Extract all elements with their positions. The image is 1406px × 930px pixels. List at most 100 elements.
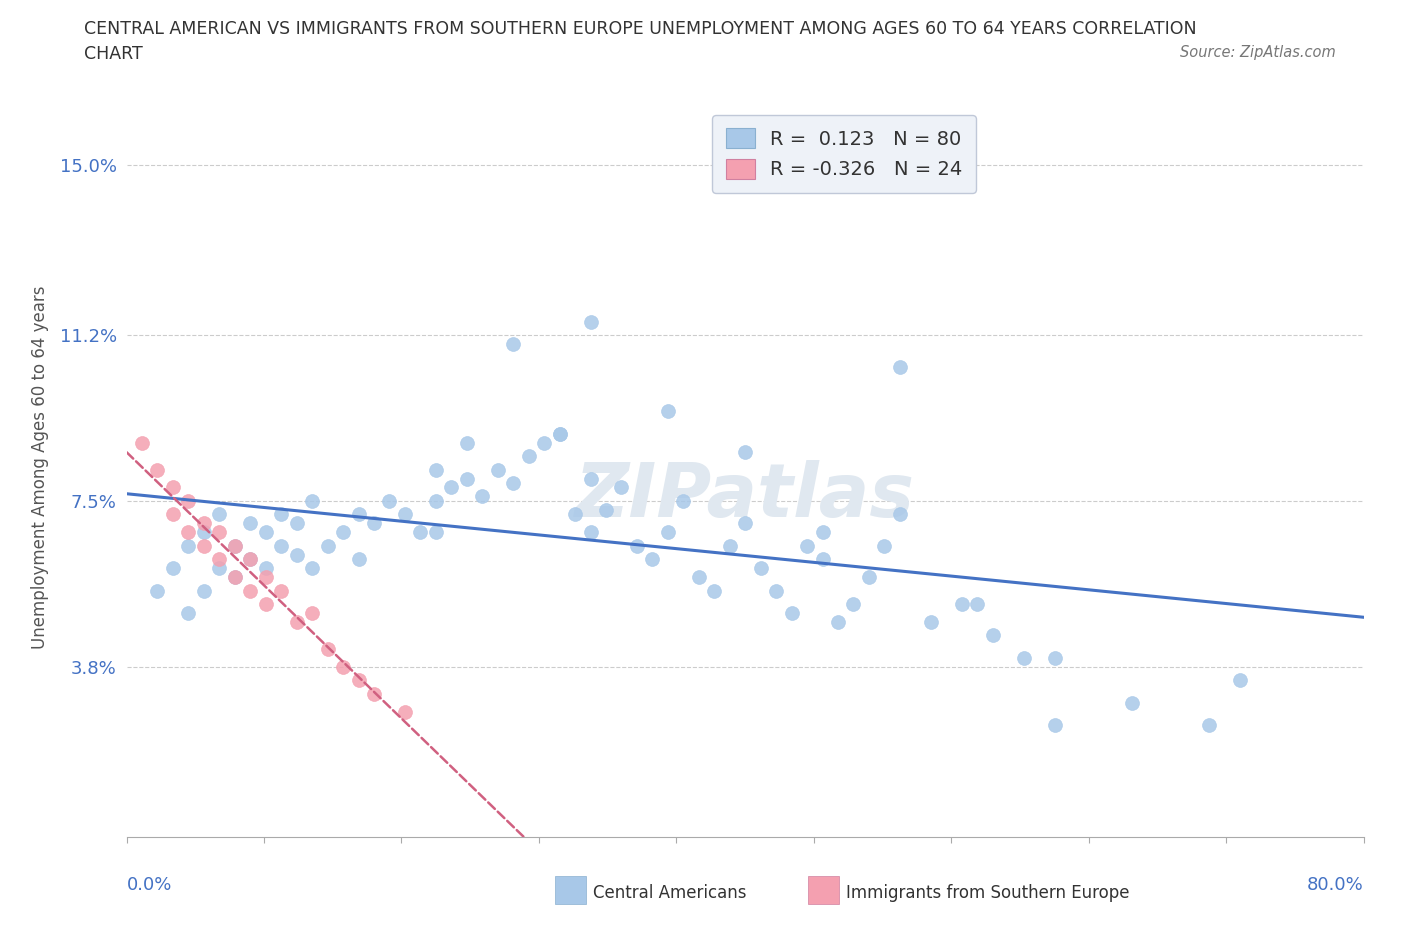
Point (842, 596, 865, 611)
Point (502, 475, 524, 490)
Point (734, 516, 756, 531)
Point (239, 583, 262, 598)
Text: Immigrants from Southern Europe: Immigrants from Southern Europe (846, 884, 1130, 902)
Point (827, 615, 849, 630)
Point (718, 538, 741, 553)
Point (270, 538, 292, 553)
Point (749, 561, 772, 576)
Text: 80.0%: 80.0% (1308, 876, 1364, 894)
Point (378, 494, 401, 509)
Point (254, 525, 277, 539)
Point (1043, 650, 1066, 665)
Point (347, 672, 370, 687)
Point (285, 615, 308, 630)
Text: Central Americans: Central Americans (593, 884, 747, 902)
Point (657, 404, 679, 418)
Point (208, 525, 231, 539)
Point (610, 480, 633, 495)
Point (162, 561, 184, 576)
Point (162, 507, 184, 522)
Point (332, 659, 354, 674)
Point (595, 502, 617, 517)
Point (517, 448, 540, 463)
Point (811, 525, 834, 539)
Point (703, 583, 725, 598)
Point (224, 570, 246, 585)
Point (440, 480, 463, 495)
Point (270, 583, 292, 598)
Point (177, 494, 200, 509)
Point (626, 538, 648, 553)
Point (1121, 695, 1143, 710)
Point (811, 551, 834, 566)
Point (193, 583, 215, 598)
Point (548, 426, 571, 441)
Point (301, 494, 323, 509)
Point (889, 507, 911, 522)
Point (889, 359, 911, 374)
Point (950, 596, 973, 611)
Text: ZIPatlas: ZIPatlas (575, 460, 915, 534)
Point (548, 426, 571, 441)
Point (672, 494, 695, 509)
Point (254, 596, 277, 611)
Point (239, 551, 262, 566)
Point (177, 605, 200, 620)
Point (316, 538, 339, 553)
Point (224, 538, 246, 553)
Point (363, 516, 385, 531)
Point (981, 628, 1004, 643)
Point (486, 462, 509, 477)
Y-axis label: Unemployment Among Ages 60 to 64 years: Unemployment Among Ages 60 to 64 years (31, 286, 49, 649)
Point (920, 615, 942, 630)
Point (285, 516, 308, 531)
Point (347, 551, 370, 566)
Point (1012, 650, 1035, 665)
Point (425, 525, 447, 539)
Point (285, 547, 308, 562)
Point (966, 596, 988, 611)
Point (208, 551, 231, 566)
Point (471, 489, 494, 504)
Text: 0.0%: 0.0% (127, 876, 172, 894)
Legend: R =  0.123   N = 80, R = -0.326   N = 24: R = 0.123 N = 80, R = -0.326 N = 24 (711, 114, 976, 193)
Point (347, 507, 370, 522)
Point (409, 525, 432, 539)
Point (858, 570, 880, 585)
Point (734, 445, 756, 459)
Point (193, 516, 215, 531)
Point (1229, 672, 1251, 687)
Text: CENTRAL AMERICAN VS IMMIGRANTS FROM SOUTHERN EUROPE UNEMPLOYMENT AMONG AGES 60 T: CENTRAL AMERICAN VS IMMIGRANTS FROM SOUT… (84, 20, 1197, 38)
Point (688, 570, 710, 585)
Point (873, 538, 896, 553)
Point (533, 435, 555, 450)
Point (193, 538, 215, 553)
Point (208, 507, 231, 522)
Point (316, 642, 339, 657)
Point (502, 337, 524, 352)
Point (332, 525, 354, 539)
Point (254, 561, 277, 576)
Point (456, 472, 478, 486)
Point (796, 538, 818, 553)
Point (146, 462, 169, 477)
Point (224, 570, 246, 585)
Point (425, 462, 447, 477)
Point (177, 525, 200, 539)
Point (301, 605, 323, 620)
Point (146, 583, 169, 598)
Point (394, 507, 416, 522)
Point (270, 507, 292, 522)
Text: CHART: CHART (84, 45, 143, 62)
Point (363, 686, 385, 701)
Point (1198, 718, 1220, 733)
Point (579, 314, 602, 329)
Point (394, 704, 416, 719)
Point (641, 551, 664, 566)
Point (564, 507, 586, 522)
Point (301, 561, 323, 576)
Text: Source: ZipAtlas.com: Source: ZipAtlas.com (1180, 45, 1336, 60)
Point (193, 525, 215, 539)
Point (765, 583, 787, 598)
Point (579, 472, 602, 486)
